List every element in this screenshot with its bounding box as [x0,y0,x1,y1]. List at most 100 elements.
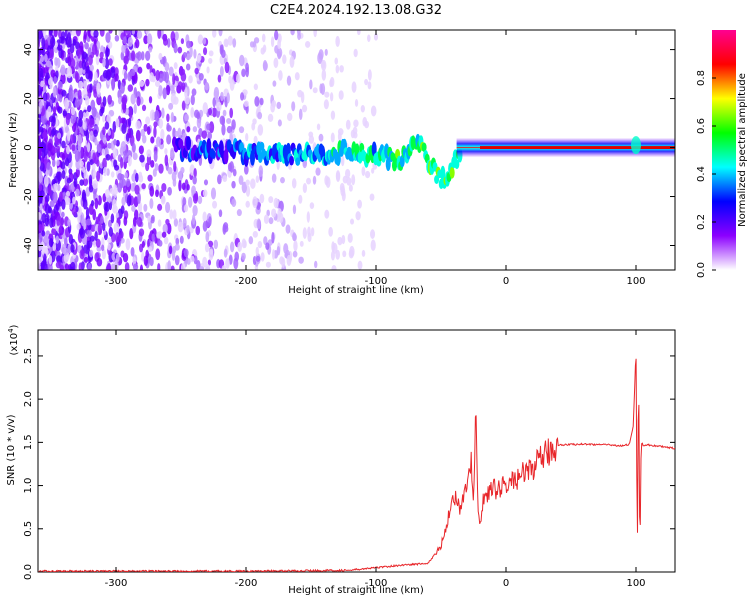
snr-ylabel: SNR (10 * v/v) [6,414,17,485]
spectrogram-speck [153,126,157,138]
spectrogram-speck [122,252,129,263]
spectrogram-speck [87,262,92,270]
spectrogram-speck [301,104,308,113]
spectrogram-speck [48,255,53,265]
spectrogram-speck [130,69,136,77]
spectrogram-speck [259,97,264,106]
spectrogram-speck [49,200,55,208]
spectrogram-speck [231,119,236,130]
colorbar-tick-label: 0.0 [696,262,707,278]
spectrogram-speck [210,187,217,200]
spectrogram-speck [60,36,65,44]
spectrogram-speck [175,237,180,246]
spectrogram-speck [306,211,310,223]
spectrogram-speck [38,194,43,203]
spectrogram-ridge-blob [454,159,460,170]
spectrogram-speck [113,138,117,146]
spectrogram-speck [337,236,343,246]
spectrogram-speck [61,211,65,218]
spectrogram-speck [124,171,128,179]
spectrogram-speck [162,223,168,234]
spectrogram-speck [120,230,124,239]
spectrogram-speck [316,123,321,131]
spectrogram-speck [270,36,275,48]
spectrogram-speck [253,83,258,91]
spectrogram-speck [104,189,110,198]
spectrogram-speck [292,204,297,215]
spectrogram-speck [96,170,101,182]
spectrogram-speck [202,220,208,232]
spectrogram-speck [174,31,179,41]
spectrogram-speck [190,106,194,115]
spectrogram-speck [177,127,182,139]
spectrogram-speck [66,131,71,142]
spectrogram-speck [56,215,62,228]
spectrogram-speck [197,34,204,45]
spectrogram-speck [208,249,214,261]
spectrogram-speck [68,234,74,245]
spectrogram-speck [154,80,161,88]
spectrogram-speck [112,147,118,160]
spectrogram-speck [149,72,155,83]
spectrogram-speck [251,122,256,131]
spectrogram-speck [110,171,115,178]
spectrogram-speck [96,82,101,95]
spectrogram-speck [146,149,152,158]
spectrogram-speck [158,118,164,129]
spectrogram-speck [75,30,82,37]
spectrogram-speck [115,117,120,128]
spectrogram-speck [171,171,177,182]
spectrogram-speck [309,79,313,90]
spectrogram-speck [257,240,263,249]
spectrogram-speck [122,94,128,105]
spectrogram-speck [331,241,335,252]
spectrogram-speck [121,44,126,54]
spectrogram-speck [331,264,337,270]
spectrogram-speck [151,214,155,222]
snr-axes: -300 -200 -100 0 100 0.0 0.5 1.0 1.5 2.0 2.5 [23,330,675,589]
spectrogram-speck [323,99,329,110]
spectrogram-speck [44,39,49,49]
spectrogram-speck [208,107,213,116]
spectrogram-speck [52,243,57,251]
spectrogram-speck [133,103,137,114]
spectrogram-speck [72,196,76,205]
spectrogram-speck [135,129,141,142]
spectrogram-speck [74,150,80,162]
spectrogram-speck [92,152,96,164]
spectrogram-speck [167,186,172,196]
spectrogram-speck [38,147,42,158]
spectrogram-speck [307,226,311,237]
spectrogram-speck [181,182,186,191]
spectrogram-speck [127,117,132,127]
spectrogram-speck [226,125,233,134]
spectrogram-speck [173,42,178,54]
spectrogram-speck [82,177,89,187]
spectrogram-speck [38,184,43,192]
x-tick-label: -200 [235,276,258,287]
spectrogram-speck [139,154,145,163]
spectrogram-speck [306,177,312,185]
spectrogram-speck [108,30,113,34]
spectrogram-speck [294,72,300,81]
spectrogram-speck [102,57,106,68]
spectrogram-speck [373,33,379,41]
spectrogram-speck [70,115,76,124]
spectrogram-speck [157,219,162,227]
y-tick-label: 2.5 [23,348,34,364]
spectrogram-speck [318,49,324,60]
spectrogram-speck [47,205,52,213]
spectrogram-speck [172,73,176,86]
spectrogram-speck [138,228,145,237]
y-tick-label: 0.0 [23,564,34,580]
spectrogram-xlabel: Height of straight line (km) [288,285,424,296]
spectrogram-speck [155,136,161,147]
spectrogram-speck [297,32,301,41]
spectrogram-speck [180,38,185,45]
spectrogram-speck [60,64,66,76]
spectrogram-speck [141,240,146,248]
spectrogram-speck [92,208,97,221]
spectrogram-speck [88,174,93,186]
spectrogram-speck [180,262,186,270]
